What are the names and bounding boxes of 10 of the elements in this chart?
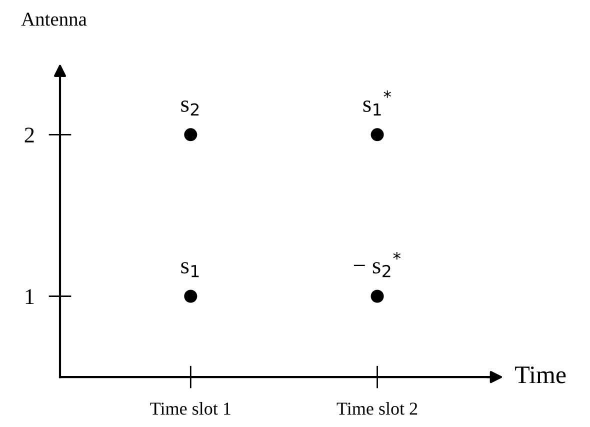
- x-axis-title: Time: [515, 366, 566, 384]
- annotation: − s$_{2}$$^{*}$: [354, 252, 401, 278]
- annotation: s$_{2}$: [181, 100, 199, 116]
- x-tick-label: Time slot 2: [336, 402, 418, 415]
- annotation: s$_{1}$$^{*}$: [363, 90, 391, 116]
- x-tick-label: Time slot 1: [150, 402, 230, 415]
- y-tick-label: 1: [26, 289, 34, 304]
- y-tick-label: 2: [24, 128, 34, 142]
- y-axis-title: Antenna: [21, 12, 87, 26]
- annotation: s$_{1}$: [181, 262, 199, 278]
